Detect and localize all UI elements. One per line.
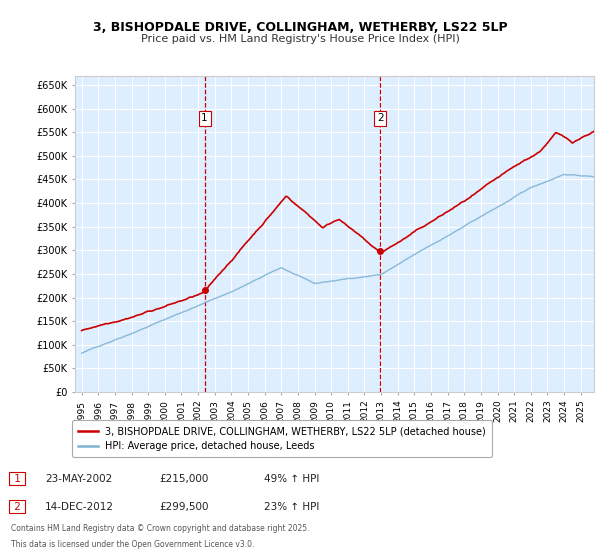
Text: 2: 2 bbox=[11, 502, 24, 512]
Text: 14-DEC-2012: 14-DEC-2012 bbox=[45, 502, 114, 512]
Text: 3, BISHOPDALE DRIVE, COLLINGHAM, WETHERBY, LS22 5LP: 3, BISHOPDALE DRIVE, COLLINGHAM, WETHERB… bbox=[92, 21, 508, 34]
Text: 23-MAY-2002: 23-MAY-2002 bbox=[45, 474, 112, 484]
Text: 2: 2 bbox=[377, 113, 384, 123]
Text: 1: 1 bbox=[201, 113, 208, 123]
Text: £299,500: £299,500 bbox=[159, 502, 209, 512]
Text: £215,000: £215,000 bbox=[159, 474, 208, 484]
Text: Price paid vs. HM Land Registry's House Price Index (HPI): Price paid vs. HM Land Registry's House … bbox=[140, 34, 460, 44]
Text: 49% ↑ HPI: 49% ↑ HPI bbox=[264, 474, 319, 484]
Legend: 3, BISHOPDALE DRIVE, COLLINGHAM, WETHERBY, LS22 5LP (detached house), HPI: Avera: 3, BISHOPDALE DRIVE, COLLINGHAM, WETHERB… bbox=[73, 421, 492, 457]
Text: 23% ↑ HPI: 23% ↑ HPI bbox=[264, 502, 319, 512]
Text: Contains HM Land Registry data © Crown copyright and database right 2025.: Contains HM Land Registry data © Crown c… bbox=[11, 524, 310, 533]
Text: 1: 1 bbox=[11, 474, 24, 484]
Text: This data is licensed under the Open Government Licence v3.0.: This data is licensed under the Open Gov… bbox=[11, 540, 254, 549]
